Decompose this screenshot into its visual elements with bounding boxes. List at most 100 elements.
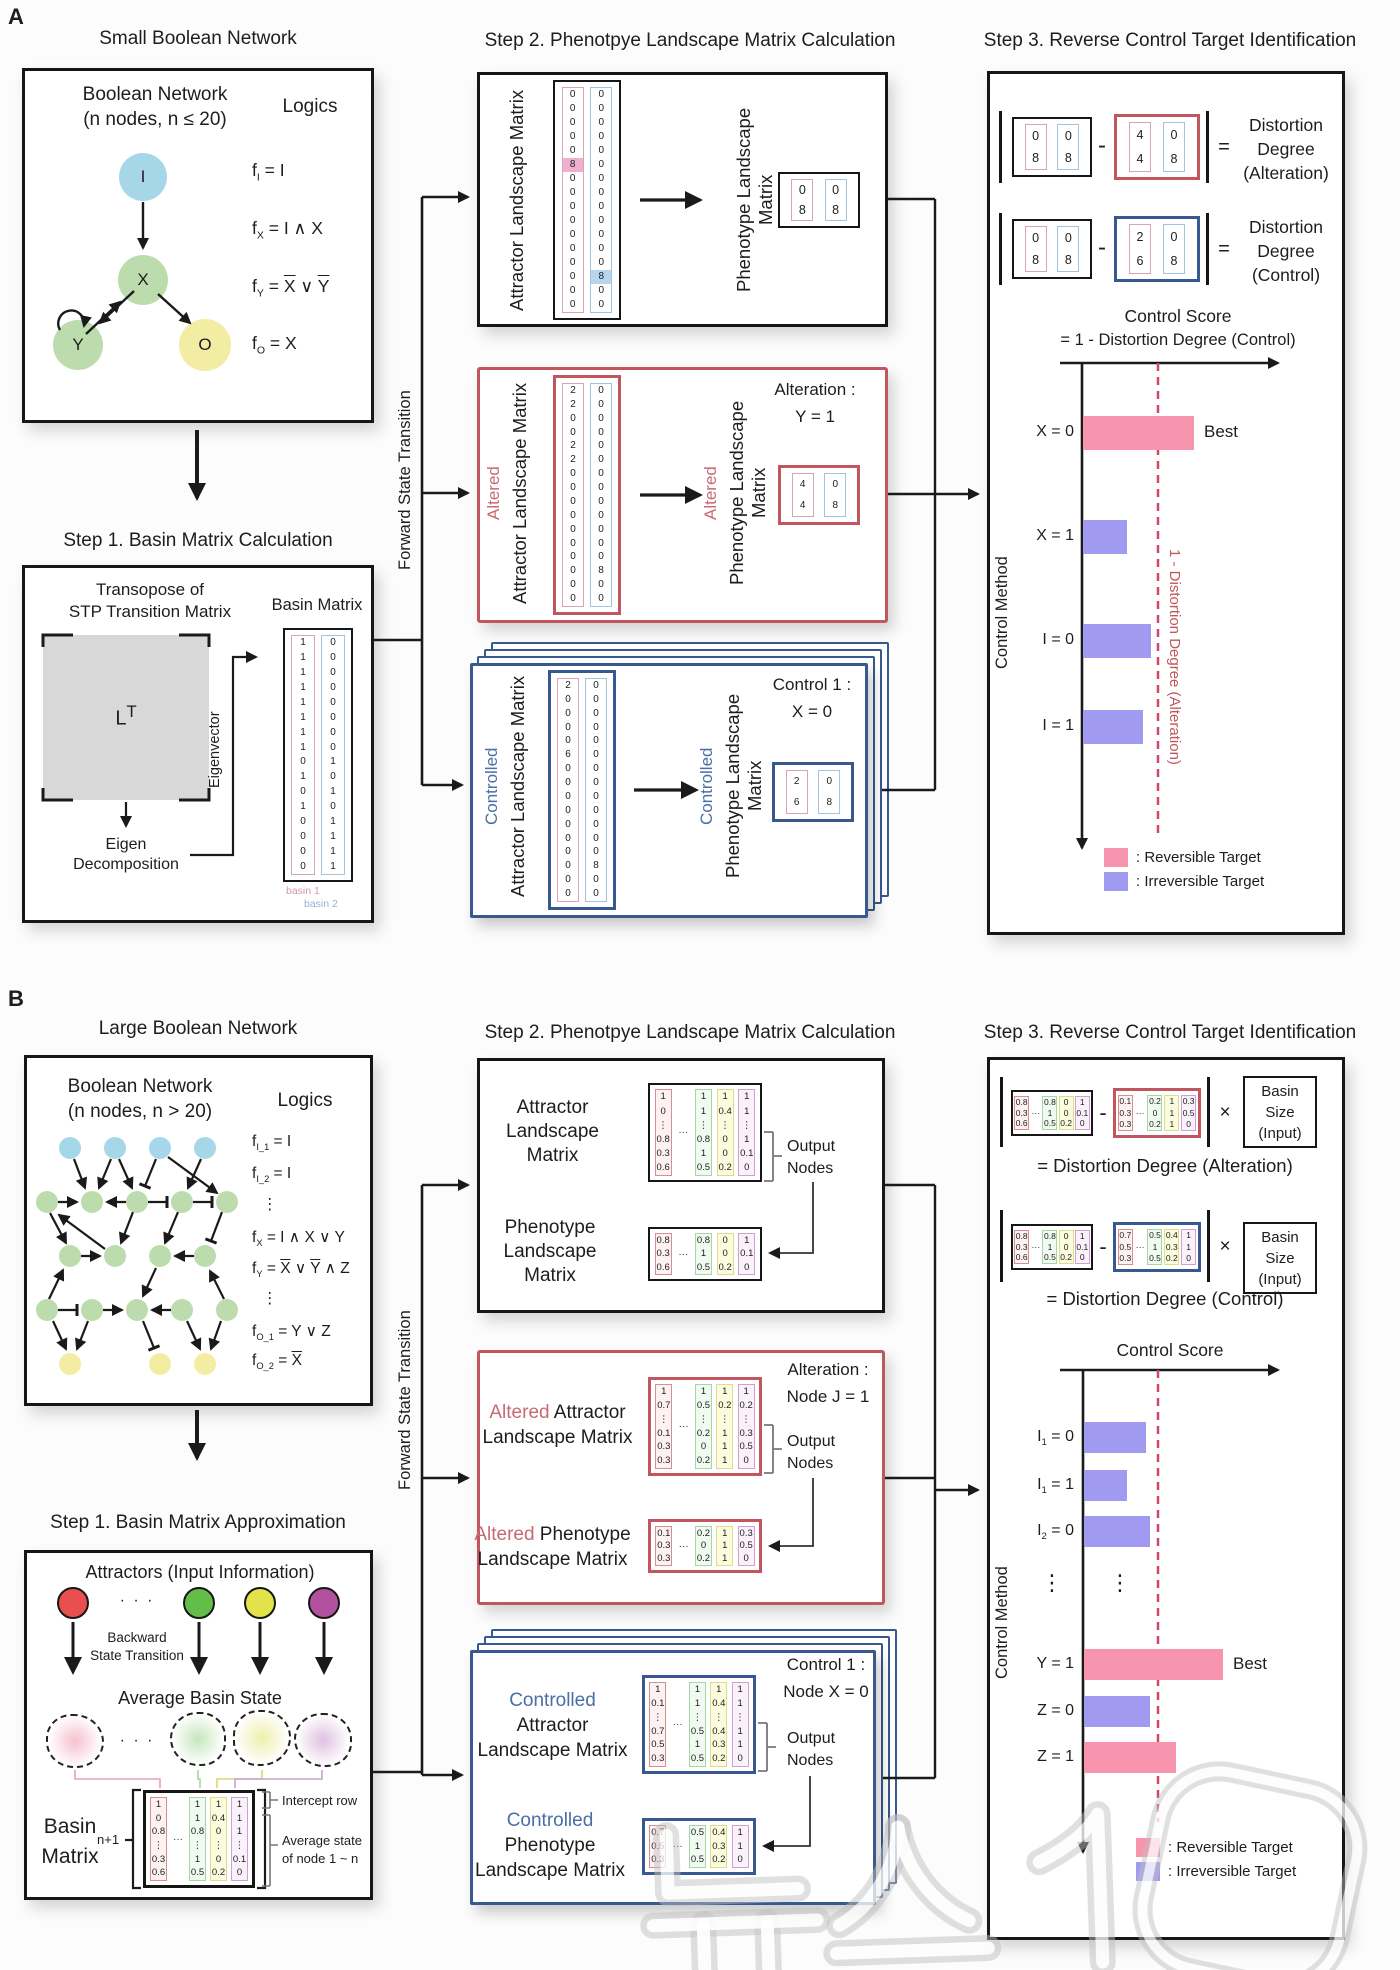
matrix-cell: 0 — [598, 523, 604, 535]
matrix-cell: 0 — [330, 726, 336, 738]
chart-bar — [1084, 1649, 1223, 1680]
matrix-cell: 1 — [737, 1725, 743, 1737]
matrix-cell: 0 — [330, 637, 336, 649]
matrix-cell: 0 — [569, 257, 576, 268]
matrix-ellipsis: ··· — [1135, 1108, 1145, 1118]
basin-size-box: Basin Size (Input) — [1243, 1076, 1317, 1148]
matrix-column: 1 0.1 ⋮ 0.7 0.5 0.3 — [649, 1682, 667, 1767]
matrix-column: 0.1 0.3 0.3 — [655, 1526, 673, 1566]
matrix-cell: 1 — [215, 1799, 222, 1811]
minus-sign: - — [1099, 1100, 1107, 1125]
matrix-column: 0 0 0.2 — [716, 1233, 734, 1275]
matrix-cell: 1 — [700, 1248, 707, 1260]
matrix-column: 0.2 0 0.2 — [1147, 1095, 1163, 1131]
matrix-cell: 1 — [722, 1091, 728, 1103]
matrix-cell: 6 — [793, 796, 800, 808]
matrix-cell: 0.7 — [651, 1725, 665, 1737]
middle-node — [216, 1191, 238, 1213]
matrix-cell: 1 — [194, 1812, 201, 1824]
matrix-cell: 0.2 — [1149, 1096, 1161, 1107]
middle-node — [171, 1191, 193, 1213]
chart-bar — [1083, 520, 1127, 554]
matrix-cell: 0.2 — [1165, 1253, 1178, 1264]
chart-title: Control Score — [1116, 1340, 1224, 1360]
chart-bar-label: Z = 0 — [1037, 1701, 1074, 1719]
matrix-cell: 0 — [1170, 127, 1178, 142]
matrix-cell: 0 — [598, 201, 605, 212]
matrix-cell: 0 — [569, 201, 576, 212]
chart-title: Control Score — [1124, 306, 1232, 326]
logic-eq: fY = X ∨ Y ∧ Z — [252, 1260, 350, 1280]
matrix-cell: 0.2 — [718, 1399, 732, 1411]
matrix-cell: 1 — [660, 1091, 666, 1103]
matrix-cell: 0 — [215, 1826, 222, 1838]
matrix-cell: 0 — [1063, 1107, 1069, 1118]
matrix-cell: 1 — [300, 696, 306, 708]
matrix-cell: 0 — [598, 187, 605, 198]
matrix-cell: 0 — [598, 593, 604, 605]
step1-title: Step 1. Basin Matrix Calculation — [63, 530, 333, 551]
matrix-cell: 1 — [300, 726, 306, 738]
matrix-column: 1 0.1 0 — [1074, 1230, 1090, 1264]
matrix-cell: 8 — [1170, 151, 1178, 166]
matrix-cell: 0 — [1063, 1231, 1069, 1242]
matrix-cell: 0 — [569, 89, 576, 100]
matrix-cell: 0 — [569, 215, 576, 226]
basin-matrix: 1 1 1 1 1 1 1 1 0 1 0 1 0 0 0 0 0 0 0 0 0 0 0 0 1 0 1 0 1 1 1 1 — [283, 628, 353, 882]
matrix-cell: 0 — [300, 786, 306, 798]
matrix-cell: 0 — [565, 693, 571, 705]
matrix-cell: 0.2 — [739, 1399, 753, 1411]
legend-swatch-pink — [1104, 848, 1128, 867]
matrix-cell: 0.6 — [656, 1162, 670, 1174]
phenotype-landscape-matrix: 0.8 0.3 0.6 ··· 0.8 1 0.5 0 0 0.2 1 0.1 0 — [648, 1227, 762, 1281]
chart-bar-label: Y = 1 — [1036, 1654, 1074, 1672]
matrix-cell: 1 — [722, 1540, 728, 1552]
matrix-cell: 0 — [598, 229, 605, 240]
net-edge — [186, 1158, 203, 1190]
transpose-label-2: STP Transition Matrix — [68, 602, 232, 621]
matrix-cell: 0 — [570, 537, 576, 549]
matrix-ellipsis: ··· — [1031, 1242, 1041, 1252]
matrix-cell: 0.3 — [651, 1854, 665, 1866]
net-edge — [186, 1320, 202, 1351]
middle-node — [104, 1245, 126, 1267]
basin-blob-pink — [46, 1714, 104, 1768]
matrix-cell: 0.5 — [696, 1399, 711, 1411]
matrix-cell: 0 — [1032, 230, 1040, 245]
output-nodes-label-2: Nodes — [787, 1160, 834, 1177]
matrix-cell: ⋮ — [742, 1119, 752, 1131]
matrix-cell: 4 — [1136, 151, 1144, 166]
step2-title: Step 2. Phenotpye Landscape Matrix Calcu… — [484, 1022, 896, 1043]
matrix-cell: 0 — [569, 145, 576, 156]
matrix-cell: 1 — [300, 771, 306, 783]
output-node — [194, 1353, 216, 1375]
matrix-cell: 0 — [593, 874, 599, 886]
matrix-cell: 0 — [565, 874, 571, 886]
matrix-ellipsis: ··· — [678, 1421, 689, 1432]
matrix-cell: 0 — [570, 579, 576, 591]
matrix-cell: 0 — [570, 468, 576, 480]
matrix-cell: 0.6 — [151, 1867, 166, 1879]
input-node — [149, 1137, 171, 1159]
matrix-cell: 0 — [598, 215, 605, 226]
matrix-cell: 0 — [598, 145, 605, 156]
node-i-label: I — [140, 167, 146, 186]
matrix-cell: 0 — [215, 1853, 222, 1865]
matrix-cell: 0.7 — [657, 1399, 671, 1411]
matrix-cell: 0.2 — [712, 1753, 726, 1765]
matrix-cell: 0.7 — [1119, 1230, 1132, 1241]
matrix-cell: 1 — [330, 845, 336, 857]
node-o: O — [179, 319, 231, 371]
minus-sign: - — [1098, 234, 1106, 261]
matrix-cell: 1 — [722, 1427, 728, 1439]
abs-bar — [999, 213, 1002, 285]
matrix-cell: 0.2 — [1060, 1252, 1073, 1263]
basin-matrix-title: Basin Matrix — [271, 596, 363, 614]
matrix-cell: 8 — [832, 202, 840, 217]
bracket-mark — [179, 633, 211, 647]
